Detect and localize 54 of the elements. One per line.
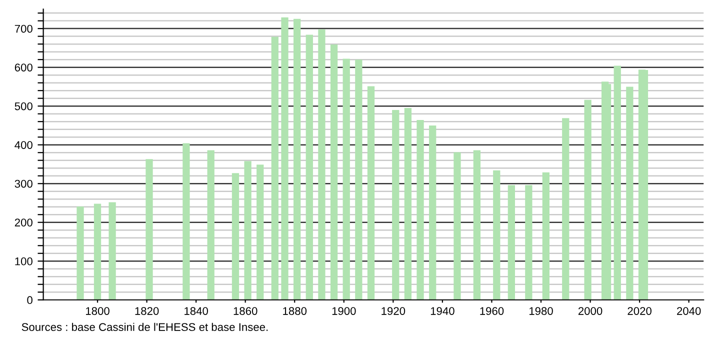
bar [473,150,481,300]
bar [207,150,214,300]
bar [256,164,264,300]
x-tick-label: 2000 [578,307,602,315]
x-tick-label: 2040 [677,307,701,315]
y-tick-label: 300 [14,180,32,188]
y-tick-label: 600 [14,64,32,72]
bar [294,18,301,300]
bar [94,204,102,300]
x-tick-label: 1900 [332,307,356,315]
bar [626,86,634,300]
bar [244,161,252,300]
x-tick-label: 1880 [283,307,307,315]
y-tick-label: 700 [14,24,32,33]
x-tick-label: 1960 [480,307,504,315]
bar [306,34,313,300]
bar [232,173,240,300]
bar [392,110,400,300]
bar [525,185,532,300]
bar [416,120,424,300]
bar [562,118,570,300]
x-tick-label: 2020 [628,307,652,315]
bar [318,29,326,300]
bar [342,58,350,300]
x-tick-label: 1820 [135,307,159,315]
bar [271,36,278,300]
x-tick-label: 1800 [86,307,110,315]
y-tick-label: 500 [14,102,32,110]
source-note: Sources : base Cassini de l'EHESS et base Insee. [22,322,268,332]
bar [584,100,592,300]
bar [367,86,375,300]
x-tick-label: 1940 [430,307,454,315]
bar [454,152,461,300]
y-tick-label: 100 [15,257,32,266]
x-tick-label: 1920 [382,307,406,315]
bar [429,125,436,300]
bar [493,170,500,300]
bar [182,143,190,300]
bar [146,159,153,300]
bar [404,108,412,300]
bar [614,66,621,300]
x-tick-label: 1840 [184,307,208,315]
x-tick-label: 1980 [529,307,553,315]
bar [542,172,550,300]
y-tick-label: 400 [14,141,32,149]
bar [108,202,116,300]
bar [76,206,84,300]
bar [281,17,288,300]
y-tick-label: 0 [27,296,32,304]
bar [508,185,516,300]
bar [355,60,362,300]
x-tick-label: 1860 [234,307,258,315]
y-tick-label: 200 [14,218,32,226]
bar [330,44,338,300]
